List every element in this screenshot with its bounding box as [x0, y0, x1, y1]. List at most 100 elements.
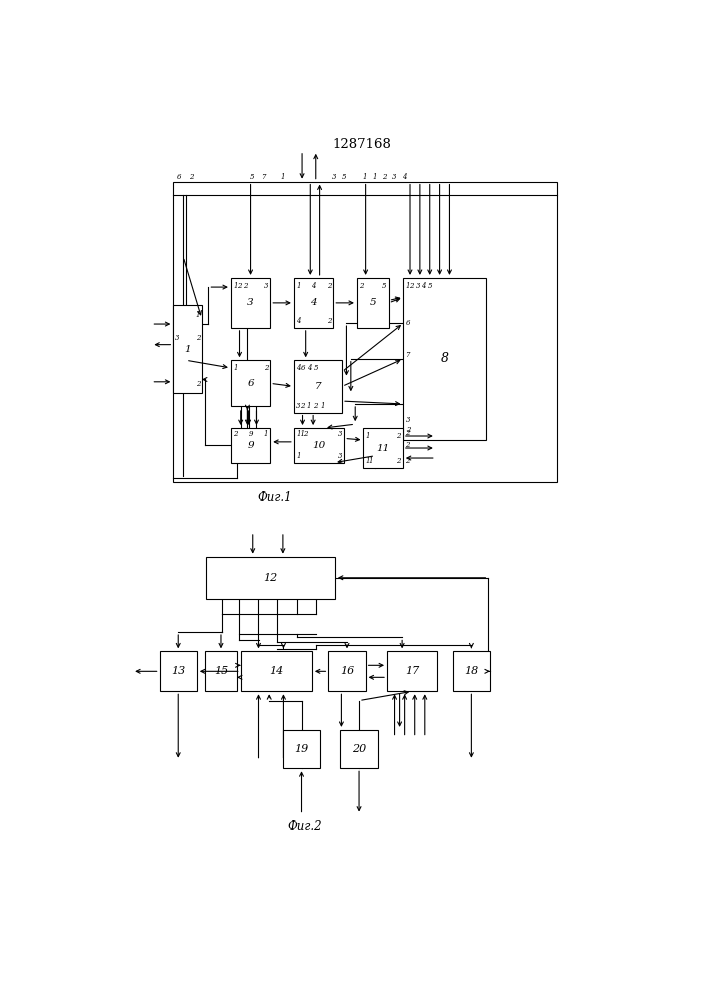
Text: 1: 1: [406, 282, 410, 290]
Text: 4: 4: [296, 317, 300, 325]
FancyBboxPatch shape: [387, 651, 438, 691]
Text: 1: 1: [281, 173, 285, 181]
Text: 9: 9: [247, 441, 254, 450]
Text: 3: 3: [264, 282, 268, 290]
Text: 5: 5: [428, 282, 432, 290]
Text: 2: 2: [196, 380, 200, 388]
Text: 3: 3: [332, 173, 336, 181]
Text: 5: 5: [382, 282, 387, 290]
Text: 2: 2: [303, 430, 307, 438]
Text: 10: 10: [312, 441, 326, 450]
Text: 8: 8: [440, 352, 448, 365]
Text: 1: 1: [366, 432, 370, 440]
Text: 2: 2: [243, 282, 247, 290]
Text: 17: 17: [405, 666, 419, 676]
Text: 2: 2: [327, 317, 331, 325]
FancyBboxPatch shape: [231, 360, 270, 406]
FancyBboxPatch shape: [294, 428, 344, 463]
Text: 3: 3: [337, 430, 342, 438]
Text: 4: 4: [421, 282, 426, 290]
Text: 13: 13: [171, 666, 185, 676]
Text: 3: 3: [296, 402, 300, 410]
Text: 1: 1: [307, 402, 312, 410]
FancyBboxPatch shape: [283, 730, 320, 768]
Text: 3: 3: [416, 282, 420, 290]
FancyBboxPatch shape: [404, 278, 486, 440]
Text: 5: 5: [342, 173, 346, 181]
Text: 2: 2: [196, 334, 200, 342]
Text: 4: 4: [310, 298, 317, 307]
Text: 3: 3: [406, 416, 410, 424]
Text: 5: 5: [313, 364, 318, 372]
Text: 2: 2: [300, 402, 305, 410]
Text: 2: 2: [313, 402, 318, 410]
Text: 2: 2: [406, 426, 410, 434]
Text: 5: 5: [370, 298, 376, 307]
Text: 2: 2: [189, 173, 194, 181]
Text: 1: 1: [372, 173, 377, 181]
Text: 12: 12: [264, 573, 278, 583]
FancyBboxPatch shape: [173, 305, 201, 393]
Text: 1: 1: [366, 457, 370, 465]
Text: 15: 15: [214, 666, 228, 676]
FancyBboxPatch shape: [294, 360, 342, 413]
Text: Фиг.2: Фиг.2: [288, 820, 322, 833]
Text: 1: 1: [368, 457, 373, 465]
FancyBboxPatch shape: [452, 651, 490, 691]
FancyBboxPatch shape: [231, 428, 270, 463]
Text: 2: 2: [327, 282, 331, 290]
Text: 4: 4: [402, 173, 407, 181]
Text: 1287168: 1287168: [333, 138, 392, 151]
Text: 2: 2: [264, 364, 268, 372]
Text: 2: 2: [233, 430, 238, 438]
Text: 6: 6: [406, 319, 410, 327]
Text: 2: 2: [359, 282, 363, 290]
Text: 3: 3: [337, 452, 342, 460]
FancyBboxPatch shape: [205, 651, 237, 691]
Text: 7: 7: [262, 173, 266, 181]
Text: 1: 1: [196, 311, 200, 319]
FancyBboxPatch shape: [363, 428, 403, 468]
Text: 6: 6: [177, 173, 181, 181]
Text: 2: 2: [405, 457, 409, 465]
FancyBboxPatch shape: [206, 557, 335, 599]
Text: 1: 1: [321, 402, 325, 410]
Text: 3: 3: [247, 298, 254, 307]
Text: Фиг.1: Фиг.1: [257, 491, 292, 504]
FancyBboxPatch shape: [240, 651, 312, 691]
Text: 4: 4: [296, 364, 300, 372]
Text: 6: 6: [247, 379, 254, 388]
Text: 7: 7: [315, 382, 321, 391]
Text: 9: 9: [248, 430, 253, 438]
Text: 18: 18: [464, 666, 479, 676]
Text: 2: 2: [396, 432, 401, 440]
Text: 1: 1: [233, 364, 238, 372]
Text: 11: 11: [296, 430, 305, 438]
Text: 16: 16: [340, 666, 354, 676]
Text: 2: 2: [409, 282, 414, 290]
FancyBboxPatch shape: [294, 278, 333, 328]
Text: 1: 1: [264, 430, 268, 438]
Text: 11: 11: [377, 444, 390, 453]
Text: 20: 20: [352, 744, 366, 754]
Text: 1: 1: [296, 452, 300, 460]
Text: 1: 1: [363, 173, 368, 181]
Text: 4: 4: [311, 282, 316, 290]
FancyBboxPatch shape: [328, 651, 366, 691]
Text: 5: 5: [250, 173, 254, 181]
Text: 6: 6: [300, 364, 305, 372]
Text: 1: 1: [233, 282, 238, 290]
Text: 2: 2: [382, 173, 387, 181]
FancyBboxPatch shape: [357, 278, 389, 328]
Text: 14: 14: [269, 666, 284, 676]
Text: 19: 19: [294, 744, 309, 754]
Text: 3: 3: [175, 334, 180, 342]
FancyBboxPatch shape: [341, 730, 378, 768]
Text: 1: 1: [296, 282, 300, 290]
Text: 3: 3: [392, 173, 397, 181]
FancyBboxPatch shape: [160, 651, 197, 691]
Text: 2: 2: [405, 429, 409, 437]
Text: 2: 2: [237, 282, 241, 290]
FancyBboxPatch shape: [231, 278, 270, 328]
Text: 2: 2: [396, 457, 401, 465]
